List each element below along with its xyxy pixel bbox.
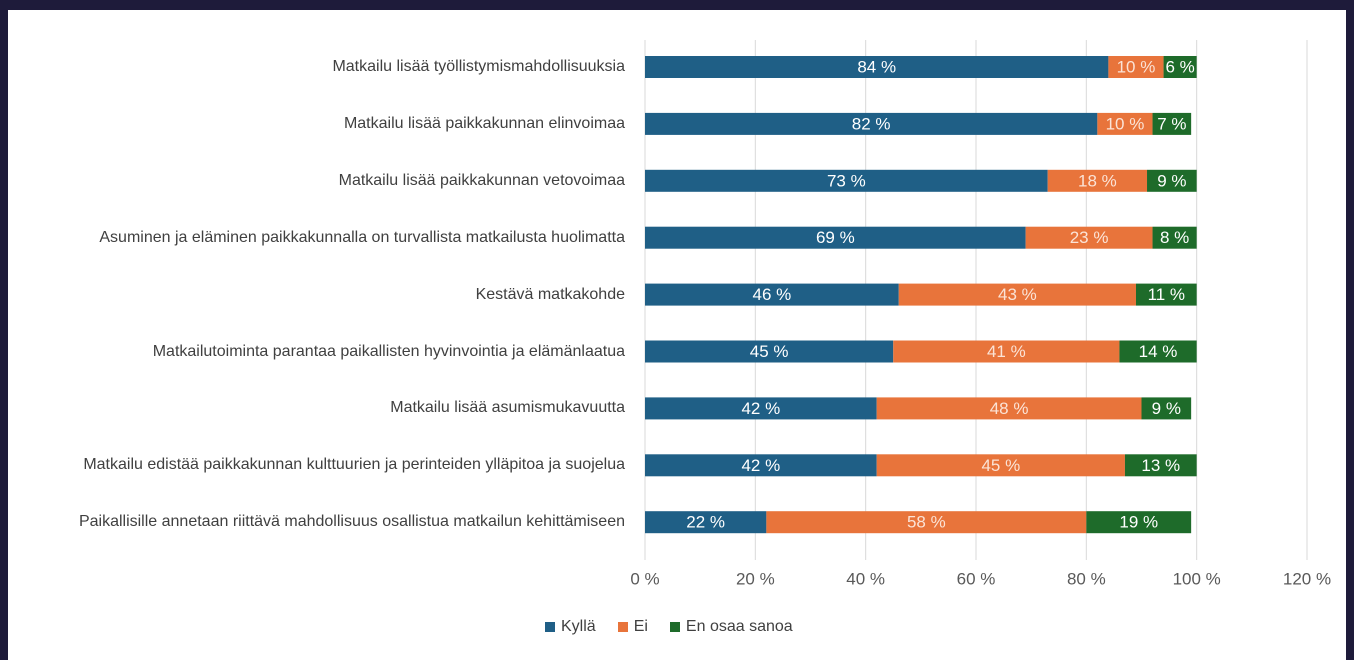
value-label: 46 % <box>753 285 792 304</box>
value-label: 73 % <box>827 171 866 190</box>
bar-segment <box>1141 397 1192 420</box>
bar-segment <box>645 340 894 363</box>
value-label: 13 % <box>1141 456 1180 475</box>
value-label: 45 % <box>981 456 1020 475</box>
value-label: 10 % <box>1106 114 1145 133</box>
value-label: 41 % <box>987 342 1026 361</box>
value-label: 58 % <box>907 513 946 532</box>
x-tick-label: 20 % <box>736 569 775 588</box>
legend: Kyllä Ei En osaa sanoa <box>545 618 793 636</box>
bar-segment <box>1119 340 1197 363</box>
x-tick-label: 0 % <box>630 569 659 588</box>
category-label: Kestävä matkakohde <box>475 285 625 303</box>
legend-item: Ei <box>617 618 648 636</box>
bar-segment <box>1163 56 1197 78</box>
category-label: Matkailutoiminta parantaa paikallisten h… <box>152 342 625 360</box>
value-label: 69 % <box>816 228 855 247</box>
value-label: 82 % <box>852 114 891 133</box>
bar-segment <box>1147 169 1197 192</box>
value-label: 11 % <box>1148 285 1186 304</box>
value-label: 22 % <box>686 513 725 532</box>
legend-label: En osaa sanoa <box>685 618 793 635</box>
bar-segment <box>645 454 877 477</box>
bar-segment <box>876 397 1142 420</box>
value-label: 42 % <box>741 456 780 475</box>
bar-segment <box>1047 169 1148 192</box>
legend-item: Kyllä <box>545 618 596 636</box>
bar-segment <box>1108 56 1164 78</box>
category-label: Paikallisille annetaan riittävä mahdolli… <box>78 513 625 531</box>
value-label: 8 % <box>1160 228 1189 247</box>
legend-label: Ei <box>633 618 648 635</box>
value-label: 18 % <box>1078 171 1117 190</box>
bar-segment <box>1097 112 1153 135</box>
x-tick-label: 40 % <box>846 569 885 588</box>
legend-swatch <box>617 622 628 632</box>
x-tick-label: 80 % <box>1067 569 1106 588</box>
bar-segment <box>893 340 1120 363</box>
category-label: Matkailu lisää paikkakunnan vetovoimaa <box>338 171 625 189</box>
legend-item: En osaa sanoa <box>669 618 793 636</box>
bar-segment <box>1086 511 1192 534</box>
category-label: Asuminen ja eläminen paikkakunnalla on t… <box>99 228 625 246</box>
bar-segment <box>1124 454 1197 477</box>
legend-label: Kyllä <box>561 618 596 635</box>
bar-segment <box>1152 226 1197 249</box>
value-label: 9 % <box>1157 171 1186 190</box>
value-label: 7 % <box>1157 114 1186 133</box>
category-label: Matkailu lisää paikkakunnan elinvoimaa <box>343 114 625 132</box>
bar-segment <box>645 112 1098 135</box>
bar-segment <box>645 511 767 534</box>
bar-segment <box>898 283 1136 306</box>
x-tick-label: 120 % <box>1283 569 1331 588</box>
category-label: Matkailu lisää työllistymismahdollisuuks… <box>332 58 625 75</box>
x-tick-label: 100 % <box>1173 569 1221 588</box>
value-label: 43 % <box>998 285 1037 304</box>
legend-swatch <box>669 622 680 632</box>
bar-segment <box>645 226 1026 249</box>
value-label: 6 % <box>1165 57 1194 76</box>
value-label: 10 % <box>1117 57 1156 76</box>
bar-segment <box>766 511 1087 534</box>
bar-segment <box>645 283 899 306</box>
value-label: 19 % <box>1119 513 1158 532</box>
category-label: Matkailu lisää asumismukavuutta <box>390 399 625 417</box>
value-label: 48 % <box>990 399 1029 418</box>
value-label: 9 % <box>1152 399 1181 418</box>
value-label: 45 % <box>750 342 789 361</box>
bar-segment <box>876 454 1125 477</box>
bar-segment <box>1135 283 1197 306</box>
bar-segment <box>645 169 1048 192</box>
bar-segment <box>645 397 877 420</box>
x-tick-label: 60 % <box>957 569 996 588</box>
legend-swatch <box>545 622 555 632</box>
bar-segment <box>645 56 1109 78</box>
category-label: Matkailu edistää paikkakunnan kulttuurie… <box>83 456 625 474</box>
value-label: 84 % <box>857 57 896 76</box>
value-label: 23 % <box>1070 228 1109 247</box>
bar-segment <box>1152 112 1192 135</box>
bar-segment <box>1025 226 1153 249</box>
value-label: 42 % <box>741 399 780 418</box>
value-label: 14 % <box>1139 342 1178 361</box>
